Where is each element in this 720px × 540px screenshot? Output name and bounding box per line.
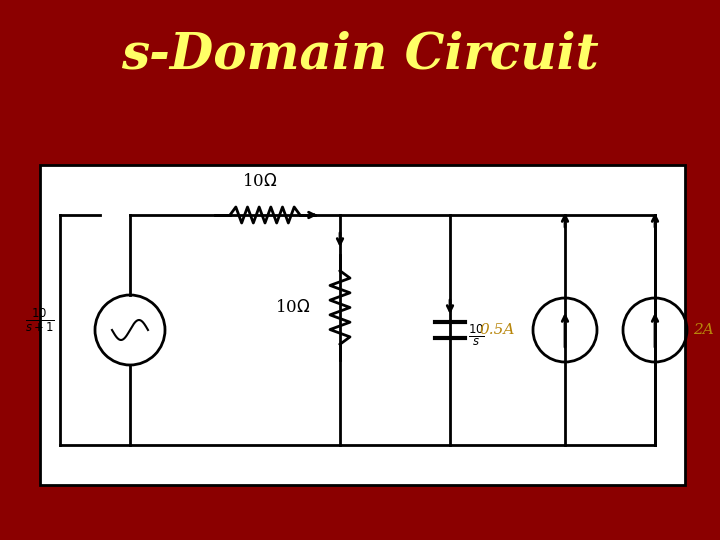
- Text: 2A: 2A: [693, 323, 714, 337]
- Text: s-Domain Circuit: s-Domain Circuit: [121, 30, 599, 79]
- Text: 10$\Omega$: 10$\Omega$: [275, 299, 310, 316]
- Text: 0.5A: 0.5A: [480, 323, 515, 337]
- Text: $\frac{10}{s}$: $\frac{10}{s}$: [468, 322, 485, 348]
- Text: $\frac{10}{s+1}$: $\frac{10}{s+1}$: [25, 306, 55, 334]
- Text: 10$\Omega$: 10$\Omega$: [243, 173, 278, 190]
- FancyBboxPatch shape: [40, 165, 685, 485]
